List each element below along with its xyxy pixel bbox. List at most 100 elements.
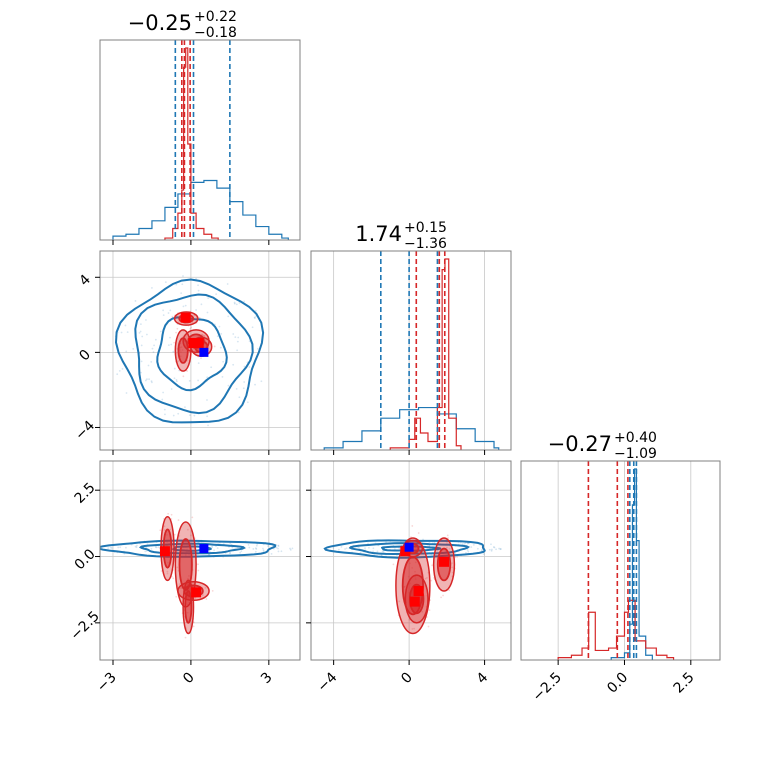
sample-dot <box>240 550 243 553</box>
sample-dot <box>210 366 213 369</box>
sample-dot <box>229 552 232 554</box>
sample-dot <box>372 547 375 550</box>
title-lower-error: −0.18 <box>194 25 237 41</box>
sample-dot <box>207 297 210 300</box>
sample-dot <box>170 343 173 346</box>
sample-dot <box>161 398 164 401</box>
sample-dot <box>234 336 237 339</box>
sample-dot <box>428 609 431 612</box>
density-content <box>323 525 502 635</box>
red-marker <box>159 546 170 557</box>
sample-dot <box>465 551 467 554</box>
panel-title-2: −0.27 +0.40−1.09 <box>548 430 657 462</box>
sample-dot <box>431 564 434 567</box>
sample-dot <box>139 323 142 325</box>
y-tick-label: −2.5 <box>67 608 102 643</box>
sample-dot <box>150 381 153 384</box>
sample-dot <box>169 309 172 312</box>
density-content <box>114 275 265 427</box>
sample-dot <box>260 380 263 383</box>
sample-dot <box>188 379 191 382</box>
sample-dot <box>139 371 142 374</box>
hist-frame-2 <box>520 460 721 661</box>
sample-dot <box>451 566 453 569</box>
red-marker <box>188 337 199 348</box>
density-panel-2 <box>306 460 512 665</box>
sample-dot <box>262 547 264 550</box>
density-frame-1 <box>99 460 301 661</box>
sample-dot <box>177 412 180 415</box>
sample-dot <box>175 595 178 598</box>
sample-dot <box>216 335 219 338</box>
sample-dot <box>463 543 466 545</box>
sample-dot <box>337 548 340 551</box>
sample-dot <box>211 545 213 548</box>
sample-dot <box>213 345 216 348</box>
hist-frame-1 <box>310 250 512 451</box>
sample-dot <box>332 546 335 549</box>
sample-dot <box>154 546 157 548</box>
sample-dot <box>171 315 174 318</box>
sample-dot <box>364 547 366 549</box>
sample-dot <box>381 550 384 553</box>
blue-contour <box>100 539 277 558</box>
sample-dot <box>141 335 144 338</box>
sample-dot <box>182 375 185 378</box>
sample-dot <box>345 547 348 550</box>
sample-dot <box>433 541 436 544</box>
sample-dot <box>426 577 428 579</box>
sample-dot <box>411 628 414 630</box>
sample-dot <box>233 301 236 304</box>
blue-marker <box>199 347 209 357</box>
sample-dot <box>238 396 241 399</box>
x-tick-label: 4 <box>474 669 492 687</box>
blue-marker <box>199 544 209 554</box>
sample-dot <box>145 319 147 321</box>
sample-dot <box>236 349 239 352</box>
sample-dot <box>195 277 197 280</box>
sample-dot <box>117 546 120 549</box>
sample-dot <box>238 302 241 304</box>
sample-dot <box>466 542 469 545</box>
y-tick-label: 4 <box>76 272 94 290</box>
sample-dot <box>340 546 343 548</box>
red-marker <box>409 596 420 607</box>
sample-dot <box>151 287 153 289</box>
sample-dot <box>153 344 155 347</box>
sample-dot <box>228 552 231 554</box>
hist-panel-2 <box>520 460 721 665</box>
sample-dot <box>146 378 148 381</box>
sample-dot <box>382 551 385 553</box>
sample-dot <box>254 547 257 550</box>
sample-dot <box>167 512 170 515</box>
sample-dot <box>202 334 205 337</box>
red-marker <box>191 587 202 598</box>
hist-panel-1 <box>310 250 512 455</box>
sample-dot <box>251 326 254 329</box>
sample-dot <box>448 547 451 550</box>
sample-dot <box>427 625 430 628</box>
sample-dot <box>248 366 251 368</box>
sample-dot <box>440 596 442 599</box>
sample-dot <box>177 519 180 521</box>
sample-dot <box>197 362 200 365</box>
title-value: −0.27 <box>548 432 612 456</box>
sample-dot <box>170 513 173 516</box>
sample-dot <box>235 303 238 306</box>
sample-dot <box>493 546 496 549</box>
sample-dot <box>237 411 240 414</box>
sample-dot <box>470 546 473 548</box>
sample-dot <box>257 347 259 350</box>
sample-dot <box>173 377 176 380</box>
sample-dot <box>226 283 229 285</box>
density-panel-0 <box>95 250 301 455</box>
sample-dot <box>169 528 172 531</box>
sample-dot <box>172 577 175 580</box>
sample-dot <box>498 547 500 550</box>
sample-dot <box>499 548 502 550</box>
sample-dot <box>162 309 165 312</box>
x-tick-label: 0 <box>180 670 198 688</box>
sample-dot <box>146 333 148 336</box>
hist-panels <box>99 39 721 665</box>
sample-dot <box>208 549 211 552</box>
